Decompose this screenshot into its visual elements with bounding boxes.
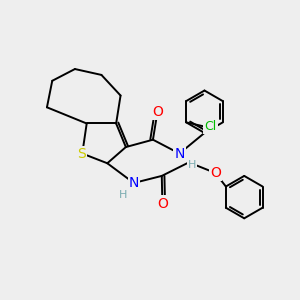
Text: Cl: Cl xyxy=(204,120,217,133)
Text: S: S xyxy=(77,147,86,161)
Text: O: O xyxy=(210,166,221,180)
Text: O: O xyxy=(152,105,163,119)
Text: H: H xyxy=(188,160,196,170)
Text: O: O xyxy=(157,196,168,211)
Text: N: N xyxy=(174,146,184,161)
Text: N: N xyxy=(129,176,139,190)
Text: H: H xyxy=(118,190,127,200)
